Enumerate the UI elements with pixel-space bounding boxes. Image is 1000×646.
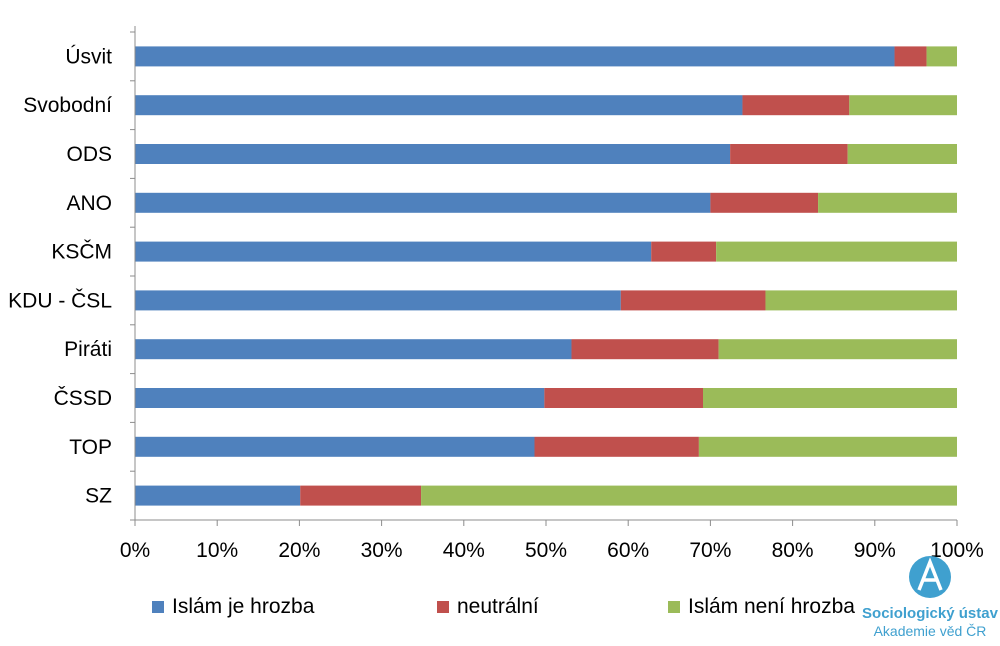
bar-2-7 xyxy=(571,339,719,360)
bar-2-10 xyxy=(300,485,422,506)
bar-2-8 xyxy=(544,388,704,408)
category-label: ANO xyxy=(66,192,112,215)
x-tick-label: 20% xyxy=(278,539,320,562)
x-tick-label: 90% xyxy=(854,539,896,562)
bar-3-4 xyxy=(818,192,957,213)
x-tick-label: 40% xyxy=(443,539,485,562)
bar-1-8 xyxy=(135,388,545,408)
legend-swatch-1 xyxy=(152,601,164,613)
category-label: KDU - ČSL xyxy=(8,289,112,312)
x-tick-label: 80% xyxy=(772,539,814,562)
x-tick-label: 100% xyxy=(930,539,984,562)
bar-1-6 xyxy=(135,290,621,311)
category-labels: Úsvit Svobodní ODS ANO KSČM KDU - ČSL Piráti ČS… xyxy=(8,45,112,507)
x-tick-label: 10% xyxy=(196,539,238,562)
category-label: Piráti xyxy=(64,338,112,361)
bar-1-1 xyxy=(135,46,895,67)
logo-line2: Akademie věd ČR xyxy=(874,623,987,639)
bar-1-2 xyxy=(135,95,743,116)
bar-3-10 xyxy=(421,485,957,506)
legend-label-3: Islám není hrozba xyxy=(688,595,855,618)
legend-swatch-3 xyxy=(668,601,680,613)
logo-line1: Sociologický ústav xyxy=(862,605,999,622)
bar-2-1 xyxy=(894,46,927,67)
x-tick-label: 30% xyxy=(361,539,403,562)
bar-1-10 xyxy=(135,485,301,506)
logo-letter-a-icon xyxy=(917,557,943,591)
bar-1-4 xyxy=(135,192,711,213)
x-tick-label: 60% xyxy=(607,539,649,562)
legend: Islám je hrozba neutrální Islám není hrozb… xyxy=(152,595,855,618)
category-label: Úsvit xyxy=(65,45,112,68)
bar-1-7 xyxy=(135,339,572,360)
bar-2-2 xyxy=(742,95,850,116)
legend-label-2: neutrální xyxy=(457,595,539,618)
bar-3-5 xyxy=(716,241,957,262)
bar-3-7 xyxy=(718,339,957,360)
bar-3-9 xyxy=(698,436,957,457)
institute-logo: Sociologický ústav Akademie věd ČR xyxy=(862,556,999,639)
legend-swatch-2 xyxy=(437,601,449,613)
x-tick-label: 0% xyxy=(120,539,150,562)
x-axis: 0% 10% 20% 30% 40% 50% 60% 70% 80% 90% 100% xyxy=(120,26,984,562)
category-label: Svobodní xyxy=(23,94,112,117)
bar-2-6 xyxy=(620,290,766,311)
bar-3-8 xyxy=(703,388,957,408)
category-label: KSČM xyxy=(51,241,112,264)
bar-2-4 xyxy=(710,192,819,213)
category-label: ODS xyxy=(66,143,112,166)
category-label: SZ xyxy=(85,485,112,508)
bar-3-3 xyxy=(847,144,957,164)
bar-2-3 xyxy=(730,144,848,164)
bar-3-2 xyxy=(849,95,957,116)
bar-1-9 xyxy=(135,436,535,457)
bar-3-6 xyxy=(765,290,957,311)
x-tick-label: 50% xyxy=(525,539,567,562)
category-label: TOP xyxy=(69,436,112,459)
bar-3-1 xyxy=(926,46,957,67)
bar-1-5 xyxy=(135,241,652,262)
bar-2-5 xyxy=(651,241,717,262)
bars-group xyxy=(135,46,957,506)
bar-1-3 xyxy=(135,144,731,164)
category-label: ČSSD xyxy=(54,387,112,410)
x-tick-label: 70% xyxy=(689,539,731,562)
bar-2-9 xyxy=(534,436,699,457)
legend-label-1: Islám je hrozba xyxy=(172,595,315,618)
